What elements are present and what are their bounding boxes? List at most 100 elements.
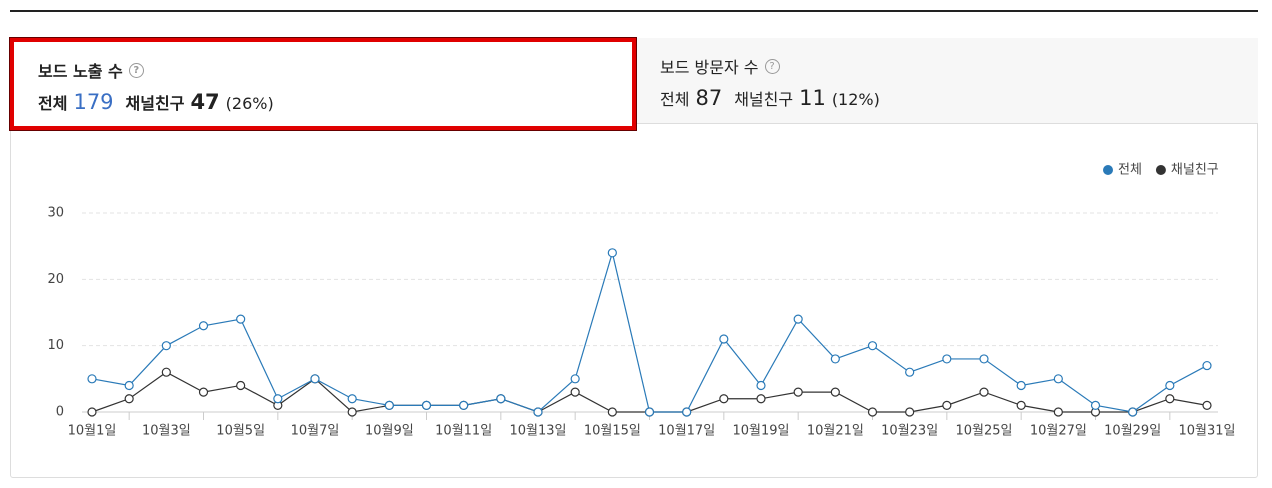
tab[interactable]: 보드 방문자 수? 전체 87 채널친구 11 (12%) <box>636 38 1258 124</box>
data-point <box>867 341 878 351</box>
x-tick-label: 10월1일 <box>68 424 117 439</box>
data-point <box>310 374 320 384</box>
data-point <box>1202 400 1212 410</box>
data-point <box>1202 360 1212 371</box>
x-tick-label: 10월11일 <box>435 424 492 439</box>
data-point <box>198 321 209 331</box>
data-point <box>793 314 803 324</box>
data-point <box>942 354 952 364</box>
x-tick-label: 10월27일 <box>1030 424 1087 439</box>
total-label: 전체 <box>660 90 690 109</box>
tab-stats: 전체 87 채널친구 11 (12%) <box>660 86 1258 110</box>
data-point <box>273 394 283 404</box>
friends-label: 채널친구 <box>734 90 794 109</box>
legend-label: 채널친구 <box>1171 163 1219 178</box>
legend-label: 전체 <box>1118 163 1142 178</box>
data-point <box>347 394 357 404</box>
data-point <box>793 387 803 397</box>
data-point <box>719 334 729 344</box>
total-value: 179 <box>73 90 114 114</box>
legend-marker <box>1155 165 1166 175</box>
ratio: (12%) <box>831 90 880 109</box>
data-point <box>644 407 655 417</box>
data-point <box>1053 407 1063 417</box>
friends-value: 11 <box>799 86 826 110</box>
tab-stats: 전체 179 채널친구 47 (26%) <box>38 90 632 114</box>
data-point <box>607 248 617 258</box>
data-point <box>198 387 209 397</box>
friends-value: 47 <box>190 90 220 114</box>
data-point <box>124 380 134 391</box>
data-point <box>1128 407 1138 417</box>
data-point <box>905 407 915 417</box>
total-label: 전체 <box>38 94 68 113</box>
ratio: (26%) <box>225 94 274 113</box>
data-point <box>719 394 729 404</box>
x-tick-label: 10월9일 <box>365 424 414 439</box>
y-tick-label: 10 <box>47 338 64 353</box>
data-point <box>756 394 766 404</box>
data-point <box>347 407 357 417</box>
data-point <box>1090 400 1101 410</box>
tab-title: 보드 방문자 수 <box>660 58 759 77</box>
legend-marker <box>1103 165 1113 175</box>
tab[interactable]: 보드 노출 수? 전체 179 채널친구 47 (26%) <box>10 38 636 130</box>
x-tick-label: 10월19일 <box>732 424 789 439</box>
data-point <box>161 341 171 351</box>
x-tick-label: 10월5일 <box>216 424 265 439</box>
data-point <box>1016 400 1026 410</box>
data-point <box>570 387 580 397</box>
data-point <box>682 407 692 417</box>
data-point <box>87 374 97 384</box>
x-tick-label: 10월31일 <box>1178 424 1235 439</box>
help-icon[interactable]: ? <box>764 58 780 74</box>
data-point <box>87 407 97 417</box>
tab-title-row: 보드 방문자 수? <box>660 54 1258 78</box>
data-point <box>421 400 432 410</box>
data-point <box>236 380 246 391</box>
x-tick-label: 10월3일 <box>142 424 191 439</box>
data-point <box>1165 394 1175 404</box>
x-tick-label: 10월15일 <box>584 424 641 439</box>
y-tick-label: 0 <box>56 405 64 420</box>
x-tick-label: 10월23일 <box>881 424 938 439</box>
data-point <box>1165 380 1175 391</box>
data-point <box>756 380 766 391</box>
data-point <box>570 374 580 384</box>
data-point <box>533 407 543 417</box>
total-value: 87 <box>695 86 723 110</box>
data-point <box>1053 374 1063 384</box>
data-point <box>496 394 506 404</box>
x-tick-label: 10월13일 <box>509 424 566 439</box>
friends-label: 채널친구 <box>125 94 185 113</box>
data-point <box>830 354 840 364</box>
data-point <box>384 400 394 410</box>
data-point <box>236 314 246 324</box>
y-tick-label: 20 <box>47 272 64 287</box>
help-icon[interactable]: ? <box>128 62 144 78</box>
y-tick-label: 30 <box>47 206 64 221</box>
divider <box>10 10 1258 12</box>
data-point <box>124 394 134 404</box>
data-point <box>161 367 171 377</box>
series-line <box>91 371 1208 413</box>
series-line <box>91 250 1208 413</box>
tab-title-row: 보드 노출 수? <box>38 58 632 82</box>
data-point <box>607 407 617 417</box>
data-point <box>1016 380 1026 391</box>
data-point <box>979 354 989 364</box>
x-tick-label: 10월7일 <box>291 424 340 439</box>
data-point <box>942 400 952 410</box>
data-point <box>905 367 915 377</box>
data-point <box>979 387 989 397</box>
data-point <box>830 387 840 397</box>
x-tick-label: 10월17일 <box>658 424 715 439</box>
x-tick-label: 10월29일 <box>1104 424 1161 439</box>
x-tick-label: 10월25일 <box>955 424 1012 439</box>
tab-title: 보드 노출 수 <box>38 62 123 81</box>
x-tick-label: 10월21일 <box>807 424 864 439</box>
data-point <box>867 407 878 417</box>
data-point <box>459 400 469 410</box>
